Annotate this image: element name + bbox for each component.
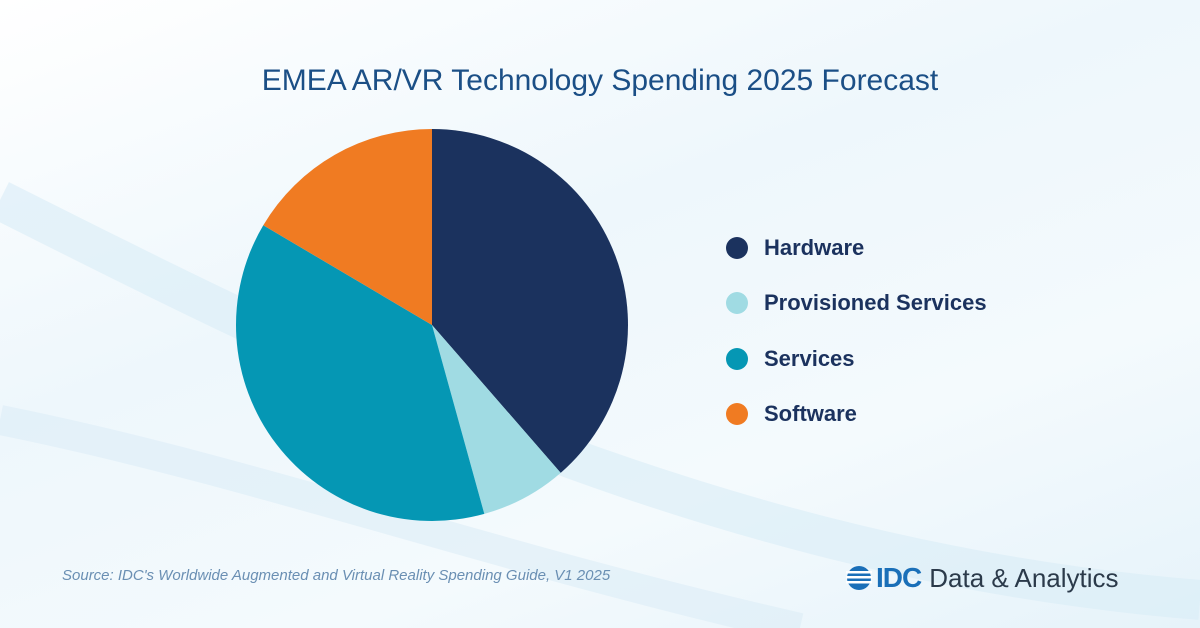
idc-globe-icon [846, 566, 872, 590]
source-note: Source: IDC's Worldwide Augmented and Vi… [62, 567, 611, 584]
logo-brand: IDC [876, 562, 922, 593]
idc-logo: IDC Data & Analytics [846, 562, 1119, 594]
legend-item: Services [726, 331, 987, 387]
legend-item: Provisioned Services [726, 276, 987, 332]
pie-slice-provisioned-services [432, 325, 561, 514]
legend-swatch [726, 347, 748, 370]
legend-label: Services [764, 345, 855, 371]
legend-swatch [726, 292, 748, 315]
legend-label: Software [764, 401, 857, 427]
legend-item: Hardware [726, 220, 987, 276]
pie-slice-software [263, 129, 432, 325]
logo-text: Data & Analytics [929, 562, 1119, 593]
chart-title: EMEA AR/VR Technology Spending 2025 Fore… [261, 64, 939, 97]
legend-swatch [726, 236, 748, 259]
legend-item: Software [726, 387, 987, 443]
legend-label: Hardware [764, 234, 865, 260]
legend-label: Provisioned Services [764, 290, 987, 316]
legend: Hardware Provisioned Services Services Soft… [726, 220, 987, 442]
pie-slice-hardware [432, 129, 628, 473]
pie-slice-services [236, 225, 485, 521]
legend-swatch [726, 403, 748, 426]
